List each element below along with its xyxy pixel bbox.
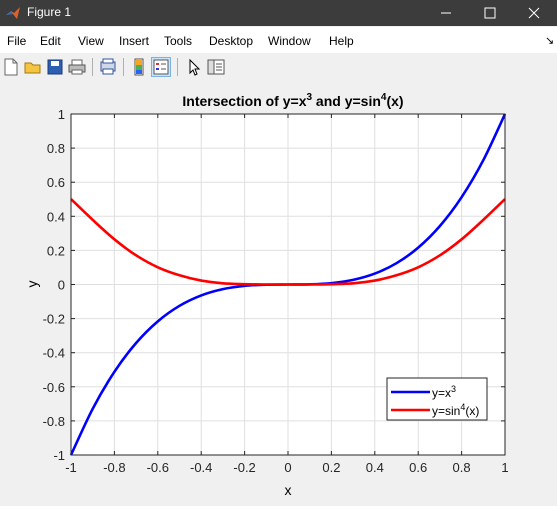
menu-insert[interactable]: Insert <box>119 34 150 48</box>
y-tick-label: 0 <box>58 278 65 293</box>
window-title: Figure 1 <box>27 5 72 19</box>
menu-file[interactable]: File <box>7 34 27 48</box>
legend-label-1: y=x3 <box>432 384 456 400</box>
pointer-button[interactable] <box>184 57 204 77</box>
matlab-logo-icon <box>6 7 20 19</box>
x-tick-label: 0.4 <box>366 460 384 475</box>
x-tick-label: -0.2 <box>233 460 255 475</box>
menu-tools[interactable]: Tools <box>164 34 193 48</box>
save-icon <box>47 59 63 75</box>
x-tick-label: 0.2 <box>322 460 340 475</box>
print-preview-button[interactable] <box>98 57 118 77</box>
y-tick-label: -0.8 <box>43 414 65 429</box>
minimize-button[interactable] <box>424 0 468 26</box>
dock-arrow-icon[interactable]: ↘ <box>545 35 555 47</box>
legend-icon <box>153 59 169 75</box>
print-preview-icon <box>100 58 116 75</box>
legend-button[interactable] <box>151 57 171 77</box>
legend[interactable]: y=x3 y=sin4(x) <box>386 377 488 421</box>
figure-canvas: Intersection of y=x3 and y=sin4(x) -1 -0.… <box>0 82 557 501</box>
print-button[interactable] <box>67 57 87 77</box>
printer-icon <box>68 59 86 75</box>
toolbar-separator <box>177 58 178 76</box>
pointer-icon <box>189 58 201 76</box>
open-file-button[interactable] <box>23 57 43 77</box>
minimize-icon <box>441 12 451 14</box>
toolbar <box>0 54 557 80</box>
x-tick-label: 0.6 <box>409 460 427 475</box>
folder-icon <box>24 62 41 74</box>
legend-label-2: y=sin4(x) <box>432 402 479 418</box>
x-tick-label: -1 <box>65 460 77 475</box>
tick-layer: -1 -0.8 -0.6 -0.4 -0.2 0 0.2 0.4 0.6 0.8 1 -1 -0.8 -0… <box>43 107 509 475</box>
menu-desktop[interactable]: Desktop <box>209 34 254 48</box>
y-tick-label: -0.2 <box>43 312 65 327</box>
y-tick-label: 0.6 <box>47 175 65 190</box>
chart-title: Intersection of y=x3 and y=sin4(x) <box>182 92 403 109</box>
series-layer <box>69 113 507 456</box>
colorbar-icon <box>134 58 144 76</box>
y-tick-label: -0.4 <box>43 346 65 361</box>
property-editor-icon <box>207 59 225 75</box>
menu-window[interactable]: Window <box>268 34 311 48</box>
y-tick-label: -0.6 <box>43 380 65 395</box>
x-axis-label: x <box>285 482 292 498</box>
legend-box <box>386 377 488 421</box>
plot-svg: Intersection of y=x3 and y=sin4(x) -1 -0.… <box>24 92 509 498</box>
menu-edit[interactable]: Edit <box>40 34 61 48</box>
y-tick-label: 0.4 <box>47 209 65 224</box>
maximize-icon <box>484 7 496 19</box>
save-button[interactable] <box>45 57 65 77</box>
toolbar-separator <box>92 58 93 76</box>
series-line-2 <box>70 198 506 286</box>
x-tick-label: -0.6 <box>147 460 169 475</box>
y-tick-label: 0.2 <box>47 243 65 258</box>
property-editor-button[interactable] <box>206 57 226 77</box>
x-tick-label: 1 <box>501 460 508 475</box>
x-tick-label: 0.8 <box>453 460 471 475</box>
menu-bar: File Edit View Insert Tools Desktop Wind… <box>0 27 557 53</box>
x-tick-label: -0.8 <box>103 460 125 475</box>
menu-view[interactable]: View <box>78 34 104 48</box>
x-tick-label: -0.4 <box>190 460 212 475</box>
colorbar-button[interactable] <box>129 57 149 77</box>
x-tick-label: 0 <box>284 460 291 475</box>
y-tick-label: 0.8 <box>47 141 65 156</box>
maximize-button[interactable] <box>468 0 512 26</box>
menu-help[interactable]: Help <box>329 34 354 48</box>
y-axis-label: y <box>24 281 40 288</box>
y-tick-label: -1 <box>53 448 65 463</box>
toolbar-separator <box>123 58 124 76</box>
y-tick-label: 1 <box>58 107 65 122</box>
new-figure-button[interactable] <box>1 57 21 77</box>
close-icon <box>528 7 540 19</box>
title-bar: Figure 1 <box>0 0 557 26</box>
close-button[interactable] <box>512 0 556 26</box>
new-file-icon <box>4 58 18 76</box>
